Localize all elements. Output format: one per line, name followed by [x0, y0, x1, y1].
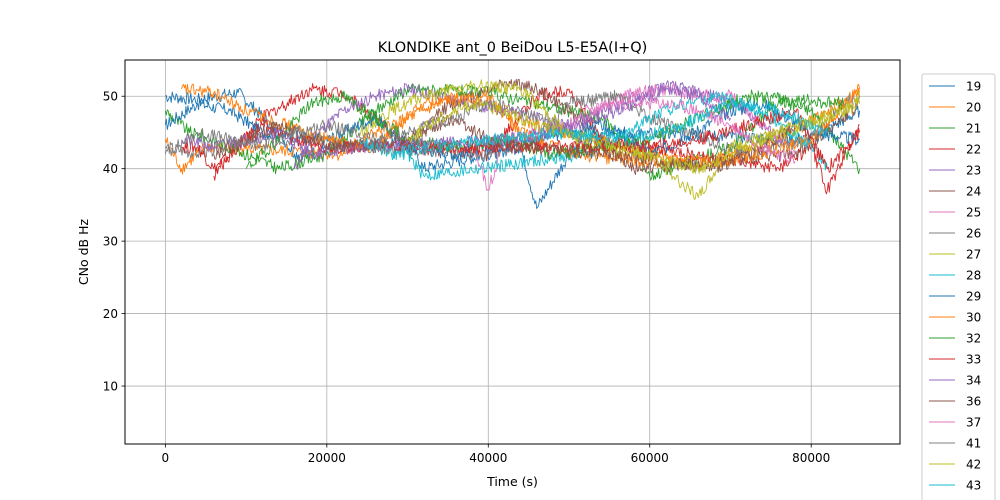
- legend-label-42: 42: [966, 458, 981, 472]
- legend-label-20: 20: [966, 101, 981, 115]
- legend-label-25: 25: [966, 206, 981, 220]
- series-line-41: [164, 99, 586, 157]
- y-tick-label: 20: [103, 307, 118, 321]
- series-line-43: [358, 98, 828, 159]
- y-tick-label: 30: [103, 235, 118, 249]
- series-line-37: [584, 96, 796, 164]
- legend-label-36: 36: [966, 395, 981, 409]
- y-tick-label: 50: [103, 90, 118, 104]
- x-axis-label: Time (s): [486, 474, 538, 489]
- y-tick-label: 10: [103, 380, 118, 394]
- legend-label-32: 32: [966, 332, 981, 346]
- axis-ticks: 0 20000 40000 60000 80000 10 20 30 40 50: [103, 90, 831, 465]
- legend-label-37: 37: [966, 416, 981, 430]
- plot-area-frame: [124, 59, 901, 445]
- legend-label-19: 19: [966, 80, 981, 94]
- series-line-36: [213, 113, 796, 173]
- legend-label-28: 28: [966, 269, 981, 283]
- x-tick-label: 20000: [308, 451, 346, 465]
- chart-title: KLONDIKE ant_0 BeiDou L5-E5A(I+Q): [378, 40, 648, 56]
- legend-label-21: 21: [966, 122, 981, 136]
- series-line-42: [407, 90, 861, 174]
- legend-label-33: 33: [966, 353, 981, 367]
- series-line-21: [164, 83, 861, 181]
- legend-label-43: 43: [966, 479, 981, 493]
- legend-label-22: 22: [966, 143, 981, 157]
- x-tick-label: 0: [162, 451, 170, 465]
- legend-label-29: 29: [966, 290, 981, 304]
- legend-label-26: 26: [966, 227, 981, 241]
- series-line-23: [294, 80, 780, 170]
- y-tick-label: 40: [103, 162, 118, 176]
- legend: 19 20 21 22 23 24 25 26 27 28 29 30 32 33 34 36 37 41 42 43: [921, 73, 996, 500]
- legend-frame: [921, 73, 996, 500]
- series-line-34: [181, 85, 731, 160]
- series-lines: [164, 78, 861, 209]
- legend-label-34: 34: [966, 374, 981, 388]
- x-tick-label: 80000: [792, 451, 830, 465]
- series-line-32: [245, 89, 844, 169]
- y-axis-label: CNo dB Hz: [76, 218, 91, 285]
- legend-label-30: 30: [966, 311, 981, 325]
- series-line-33: [181, 107, 861, 174]
- legend-label-41: 41: [966, 437, 981, 451]
- x-tick-label: 60000: [631, 451, 669, 465]
- x-tick-label: 40000: [469, 451, 507, 465]
- legend-label-24: 24: [966, 185, 981, 199]
- legend-label-27: 27: [966, 248, 981, 262]
- legend-label-23: 23: [966, 164, 981, 178]
